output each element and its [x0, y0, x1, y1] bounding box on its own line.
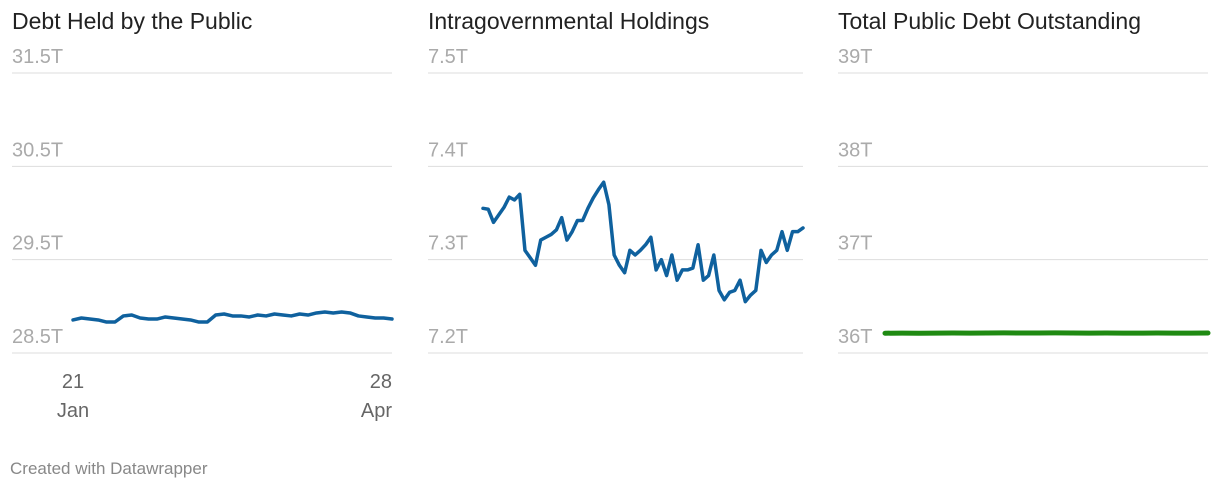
y-tick-label: 38T — [838, 139, 872, 161]
x-tick-label: Jan — [57, 400, 89, 422]
y-tick-label: 30.5T — [12, 139, 63, 161]
y-tick-label: 37T — [838, 233, 872, 255]
data-line — [71, 310, 394, 324]
y-tick-label: 36T — [838, 326, 872, 348]
y-tick-label: 39T — [838, 46, 872, 68]
data-line — [481, 180, 805, 304]
chart-title: Total Public Debt Outstanding — [838, 8, 1141, 34]
x-tick-label: 28 — [370, 371, 392, 393]
chart-title: Intragovernmental Holdings — [428, 8, 709, 34]
y-tick-label: 7.4T — [428, 139, 468, 161]
footer: Created with Datawrapper — [10, 459, 208, 478]
x-tick-label: 21 — [62, 371, 84, 393]
y-tick-label: 29.5T — [12, 233, 63, 255]
y-tick-label: 28.5T — [12, 326, 63, 348]
chart-title: Debt Held by the Public — [12, 8, 252, 34]
y-tick-label: 7.5T — [428, 46, 468, 68]
y-tick-label: 31.5T — [12, 46, 63, 68]
y-tick-label: 7.2T — [428, 326, 468, 348]
x-tick-label: Apr — [361, 400, 392, 422]
y-tick-label: 7.3T — [428, 233, 468, 255]
